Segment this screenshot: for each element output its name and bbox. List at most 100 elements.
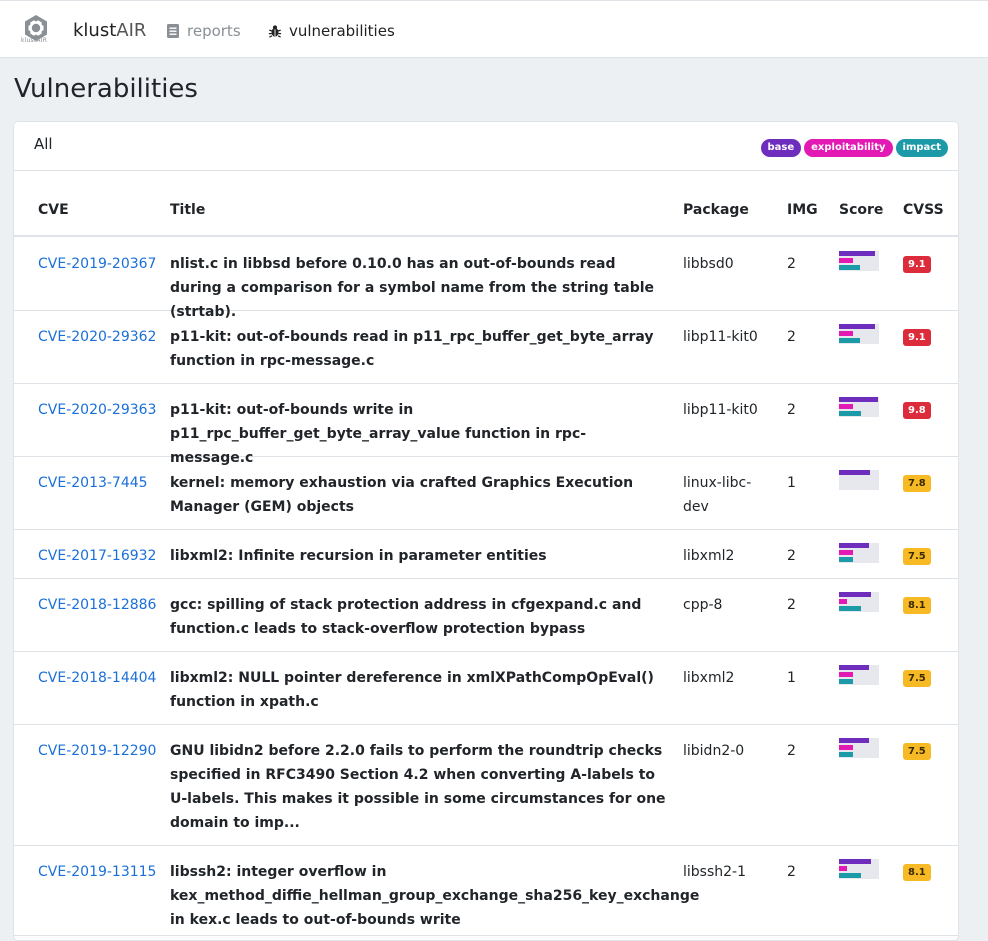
- table-row[interactable]: CVE-2020-29362 p11-kit: out-of-bounds rea…: [14, 311, 958, 384]
- score-bars: [839, 543, 879, 563]
- score-bar-impact: [839, 338, 860, 343]
- header-score[interactable]: Score: [839, 202, 884, 218]
- table-row[interactable]: CVE-2018-12886 gcc: spilling of stack pro…: [14, 579, 958, 652]
- score-bar-exploitability: [839, 550, 853, 555]
- table-row[interactable]: CVE-2018-14404 libxml2: NULL pointer dere…: [14, 652, 958, 725]
- package-cell: libssh2-1: [683, 864, 746, 880]
- table-row[interactable]: CVE-2020-29363 p11-kit: out-of-bounds wri…: [14, 384, 958, 466]
- cve-cell: CVE-2019-20367: [38, 252, 156, 276]
- header-cve[interactable]: CVE: [38, 202, 69, 218]
- score-legend: base exploitability impact: [760, 139, 948, 157]
- title-cell: nlist.c in libbsd before 0.10.0 has an o…: [170, 256, 655, 320]
- cvss-badge: 9.8: [903, 402, 931, 419]
- bug-icon: [268, 25, 282, 38]
- table-row[interactable]: CVE-2019-20367 nlist.c in libbsd before 0…: [14, 238, 958, 320]
- cve-cell: CVE-2018-14404: [38, 666, 156, 690]
- title-cell: gcc: spilling of stack protection addres…: [170, 597, 642, 637]
- package-cell: cpp-8: [683, 597, 723, 613]
- title-cell: GNU libidn2 before 2.2.0 fails to perfor…: [170, 743, 666, 831]
- brand-strong: klust: [73, 20, 117, 41]
- score-bar-base: [839, 738, 869, 743]
- cvss-badge: 7.5: [903, 743, 931, 760]
- score-bar-impact: [839, 411, 861, 416]
- legend-exploitability: exploitability: [804, 139, 893, 157]
- document-icon: [167, 24, 179, 38]
- score-bar-base: [839, 470, 871, 475]
- cve-cell: CVE-2020-29362: [38, 325, 156, 349]
- score-bar-impact: [839, 265, 860, 270]
- cve-link[interactable]: CVE-2017-16932: [38, 548, 157, 564]
- score-bars: [839, 251, 879, 271]
- img-count-cell: 2: [787, 864, 796, 880]
- brand-link[interactable]: klustAIR: [73, 20, 146, 41]
- cve-cell: CVE-2019-12290: [38, 739, 156, 763]
- nav-vulnerabilities-label: vulnerabilities: [289, 22, 395, 40]
- title-cell: libxml2: NULL pointer dereference in xml…: [170, 670, 654, 710]
- klustair-logo-icon[interactable]: [22, 11, 50, 45]
- score-bar-base: [839, 324, 875, 329]
- package-cell: libxml2: [683, 548, 735, 564]
- header-cvss[interactable]: CVSS: [903, 202, 944, 218]
- vulnerabilities-card: All base exploitability impact CVE Title P…: [13, 121, 959, 941]
- score-bars: [839, 397, 879, 417]
- cve-link[interactable]: CVE-2018-12886: [38, 597, 157, 613]
- cve-link[interactable]: CVE-2019-13115: [38, 864, 157, 880]
- table-row[interactable]: CVE-2013-7445 kernel: memory exhaustion v…: [14, 457, 958, 530]
- score-bar-exploitability: [839, 599, 847, 604]
- package-cell: linux-libc-dev: [683, 475, 752, 515]
- brand-light: AIR: [116, 20, 147, 41]
- nav-reports-link[interactable]: reports: [166, 21, 241, 41]
- cve-link[interactable]: CVE-2018-14404: [38, 670, 157, 686]
- cvss-badge: 9.1: [903, 256, 931, 273]
- legend-impact: impact: [895, 139, 948, 157]
- cve-link[interactable]: CVE-2020-29362: [38, 329, 157, 345]
- tab-all[interactable]: All: [34, 135, 53, 153]
- score-bar-impact: [839, 557, 853, 562]
- cvss-badge: 8.1: [903, 597, 931, 614]
- cve-link[interactable]: CVE-2020-29363: [38, 402, 157, 418]
- cve-link[interactable]: CVE-2013-7445: [38, 475, 148, 491]
- cvss-badge: 9.1: [903, 329, 931, 346]
- table-row[interactable]: CVE-2017-16932 libxml2: Infinite recursio…: [14, 530, 958, 579]
- score-bar-exploitability: [839, 258, 853, 263]
- nav-reports-label: reports: [187, 22, 241, 40]
- score-bar-base: [839, 859, 872, 864]
- cvss-badge: 7.5: [903, 548, 931, 565]
- img-count-cell: 2: [787, 548, 796, 564]
- cve-cell: CVE-2013-7445: [38, 471, 148, 495]
- cve-cell: CVE-2019-13115: [38, 860, 156, 884]
- score-bar-impact: [839, 679, 853, 684]
- package-cell: libp11-kit0: [683, 402, 758, 418]
- nav-vulnerabilities-link[interactable]: vulnerabilities: [268, 21, 395, 41]
- table-row[interactable]: CVE-2019-13115 libssh2: integer overflow …: [14, 846, 958, 936]
- package-cell: libxml2: [683, 670, 735, 686]
- score-bar-impact: [839, 873, 861, 878]
- score-bars: [839, 859, 879, 879]
- legend-base: base: [760, 139, 802, 157]
- cve-link[interactable]: CVE-2019-20367: [38, 256, 157, 272]
- cve-cell: CVE-2017-16932: [38, 544, 156, 568]
- header-package[interactable]: Package: [683, 202, 749, 218]
- title-cell: kernel: memory exhaustion via crafted Gr…: [170, 475, 634, 515]
- score-bar-base: [839, 397, 879, 402]
- logo-text: klustAIR: [21, 37, 48, 44]
- title-cell: p11-kit: out-of-bounds write in p11_rpc_…: [170, 402, 587, 466]
- table-row[interactable]: CVE-2019-12290 GNU libidn2 before 2.2.0 f…: [14, 725, 958, 846]
- score-bars: [839, 665, 879, 685]
- img-count-cell: 2: [787, 402, 796, 418]
- page-title: Vulnerabilities: [14, 74, 198, 104]
- package-cell: libbsd0: [683, 256, 734, 272]
- score-bar-exploitability: [839, 331, 853, 336]
- header-title[interactable]: Title: [170, 202, 206, 218]
- cve-link[interactable]: CVE-2019-12290: [38, 743, 157, 759]
- title-cell: libxml2: Infinite recursion in parameter…: [170, 548, 547, 564]
- header-img[interactable]: IMG: [787, 202, 818, 218]
- img-count-cell: 2: [787, 329, 796, 345]
- score-bars: [839, 738, 879, 758]
- cve-cell: CVE-2018-12886: [38, 593, 156, 617]
- img-count-cell: 2: [787, 256, 796, 272]
- cvss-badge: 7.8: [903, 475, 931, 492]
- package-cell: libp11-kit0: [683, 329, 758, 345]
- score-bar-exploitability: [839, 672, 853, 677]
- cvss-badge: 7.5: [903, 670, 931, 687]
